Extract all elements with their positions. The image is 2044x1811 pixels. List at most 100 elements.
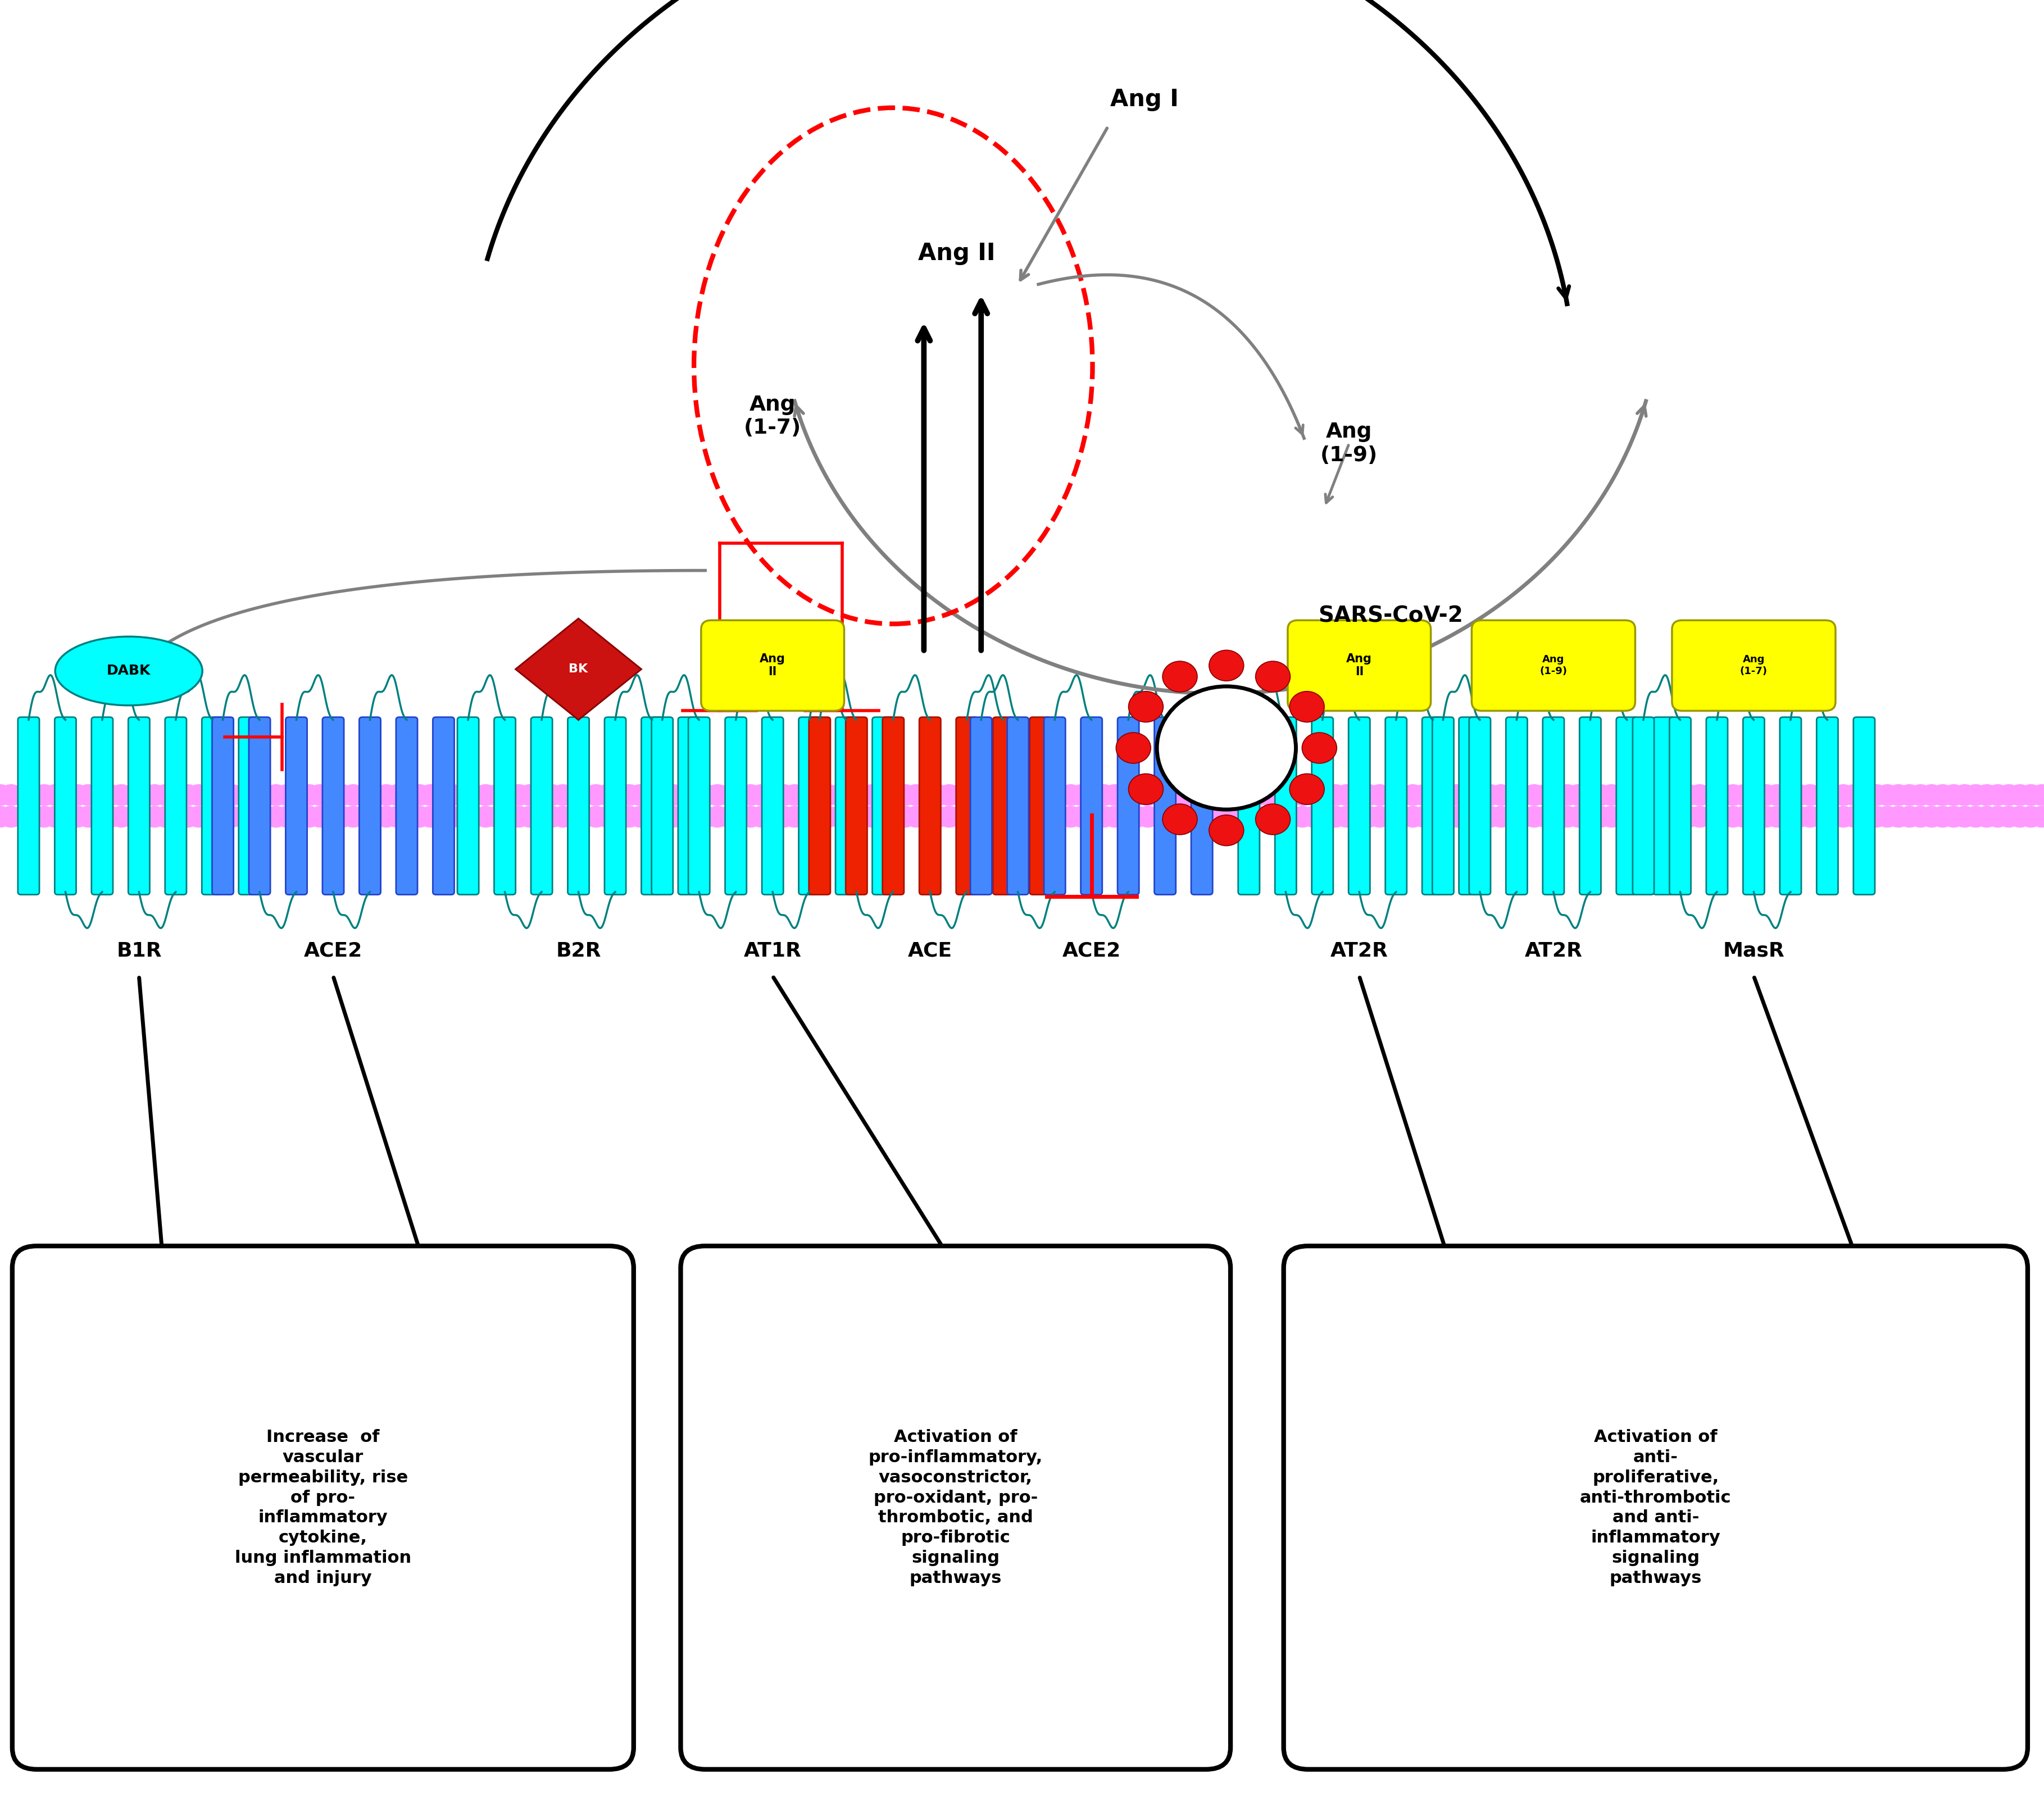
Circle shape <box>1975 784 1999 806</box>
FancyBboxPatch shape <box>1670 717 1690 895</box>
Circle shape <box>826 806 850 828</box>
Circle shape <box>1478 784 1502 806</box>
Circle shape <box>98 784 123 806</box>
FancyBboxPatch shape <box>1633 717 1654 895</box>
Circle shape <box>562 784 587 806</box>
Circle shape <box>462 784 486 806</box>
Circle shape <box>1786 806 1811 828</box>
Circle shape <box>407 784 431 806</box>
Circle shape <box>861 806 885 828</box>
Circle shape <box>1799 806 1823 828</box>
Circle shape <box>164 806 188 828</box>
Circle shape <box>1081 784 1106 806</box>
Circle shape <box>816 806 840 828</box>
Circle shape <box>274 806 298 828</box>
FancyBboxPatch shape <box>642 717 662 895</box>
FancyBboxPatch shape <box>18 717 39 895</box>
Circle shape <box>959 784 983 806</box>
Circle shape <box>286 806 311 828</box>
Circle shape <box>695 784 719 806</box>
Circle shape <box>971 784 995 806</box>
Circle shape <box>1128 773 1163 804</box>
Text: MasR: MasR <box>1723 942 1784 960</box>
Circle shape <box>926 806 950 828</box>
Circle shape <box>1257 806 1282 828</box>
FancyBboxPatch shape <box>1155 717 1175 895</box>
Circle shape <box>1786 784 1811 806</box>
Circle shape <box>108 806 133 828</box>
Text: Ang
II: Ang II <box>760 654 785 677</box>
Circle shape <box>848 806 873 828</box>
Circle shape <box>329 784 354 806</box>
FancyBboxPatch shape <box>762 717 783 895</box>
Circle shape <box>1731 806 1756 828</box>
Circle shape <box>407 806 431 828</box>
Circle shape <box>1500 784 1525 806</box>
Circle shape <box>1081 806 1106 828</box>
Circle shape <box>750 806 775 828</box>
Circle shape <box>793 784 818 806</box>
Circle shape <box>1157 784 1181 806</box>
Circle shape <box>640 806 664 828</box>
Circle shape <box>628 784 652 806</box>
Circle shape <box>1952 806 1977 828</box>
FancyBboxPatch shape <box>1744 717 1764 895</box>
Circle shape <box>1611 784 1635 806</box>
Text: Ang
II: Ang II <box>1347 654 1372 677</box>
Text: Activation of
pro-inflammatory,
vasoconstrictor,
pro-oxidant, pro-
thrombotic, a: Activation of pro-inflammatory, vasocons… <box>869 1429 1042 1586</box>
Circle shape <box>439 806 464 828</box>
Circle shape <box>2040 784 2044 806</box>
Circle shape <box>1367 806 1392 828</box>
FancyBboxPatch shape <box>12 1246 634 1769</box>
Circle shape <box>617 784 642 806</box>
Text: Increase  of
vascular
permeability, rise
of pro-
inflammatory
cytokine,
lung inf: Increase of vascular permeability, rise … <box>235 1429 411 1586</box>
Circle shape <box>219 806 243 828</box>
Text: B1R: B1R <box>117 942 161 960</box>
Circle shape <box>903 806 928 828</box>
Circle shape <box>1412 784 1437 806</box>
Circle shape <box>1468 806 1492 828</box>
Circle shape <box>1919 784 1944 806</box>
Circle shape <box>1069 784 1094 806</box>
FancyBboxPatch shape <box>495 717 515 895</box>
Circle shape <box>871 784 895 806</box>
Circle shape <box>1523 784 1547 806</box>
Circle shape <box>595 806 619 828</box>
Circle shape <box>2030 806 2044 828</box>
FancyBboxPatch shape <box>873 717 893 895</box>
Circle shape <box>1163 661 1198 692</box>
Circle shape <box>2030 784 2044 806</box>
FancyBboxPatch shape <box>1312 717 1333 895</box>
Circle shape <box>241 806 266 828</box>
FancyBboxPatch shape <box>836 717 856 895</box>
Circle shape <box>881 806 905 828</box>
Circle shape <box>805 784 830 806</box>
Circle shape <box>816 784 840 806</box>
Circle shape <box>705 806 730 828</box>
Circle shape <box>1202 784 1226 806</box>
Circle shape <box>429 806 454 828</box>
Circle shape <box>1964 806 1989 828</box>
Circle shape <box>319 784 343 806</box>
Circle shape <box>1390 806 1414 828</box>
FancyBboxPatch shape <box>993 717 1014 895</box>
FancyBboxPatch shape <box>1288 619 1431 710</box>
Circle shape <box>1280 784 1304 806</box>
Circle shape <box>164 784 188 806</box>
Circle shape <box>341 806 366 828</box>
Circle shape <box>1654 806 1678 828</box>
Circle shape <box>153 806 178 828</box>
Circle shape <box>1026 784 1051 806</box>
Circle shape <box>683 806 707 828</box>
Text: AT2R: AT2R <box>1331 942 1388 960</box>
Circle shape <box>1500 806 1525 828</box>
FancyBboxPatch shape <box>249 717 270 895</box>
Circle shape <box>484 784 509 806</box>
Circle shape <box>838 784 863 806</box>
Text: Activation of
anti-
proliferative,
anti-thrombotic
and anti-
inflammatory
signal: Activation of anti- proliferative, anti-… <box>1580 1429 1731 1586</box>
Circle shape <box>738 784 762 806</box>
Circle shape <box>826 784 850 806</box>
Circle shape <box>1290 773 1325 804</box>
Circle shape <box>750 784 775 806</box>
Circle shape <box>1543 806 1568 828</box>
